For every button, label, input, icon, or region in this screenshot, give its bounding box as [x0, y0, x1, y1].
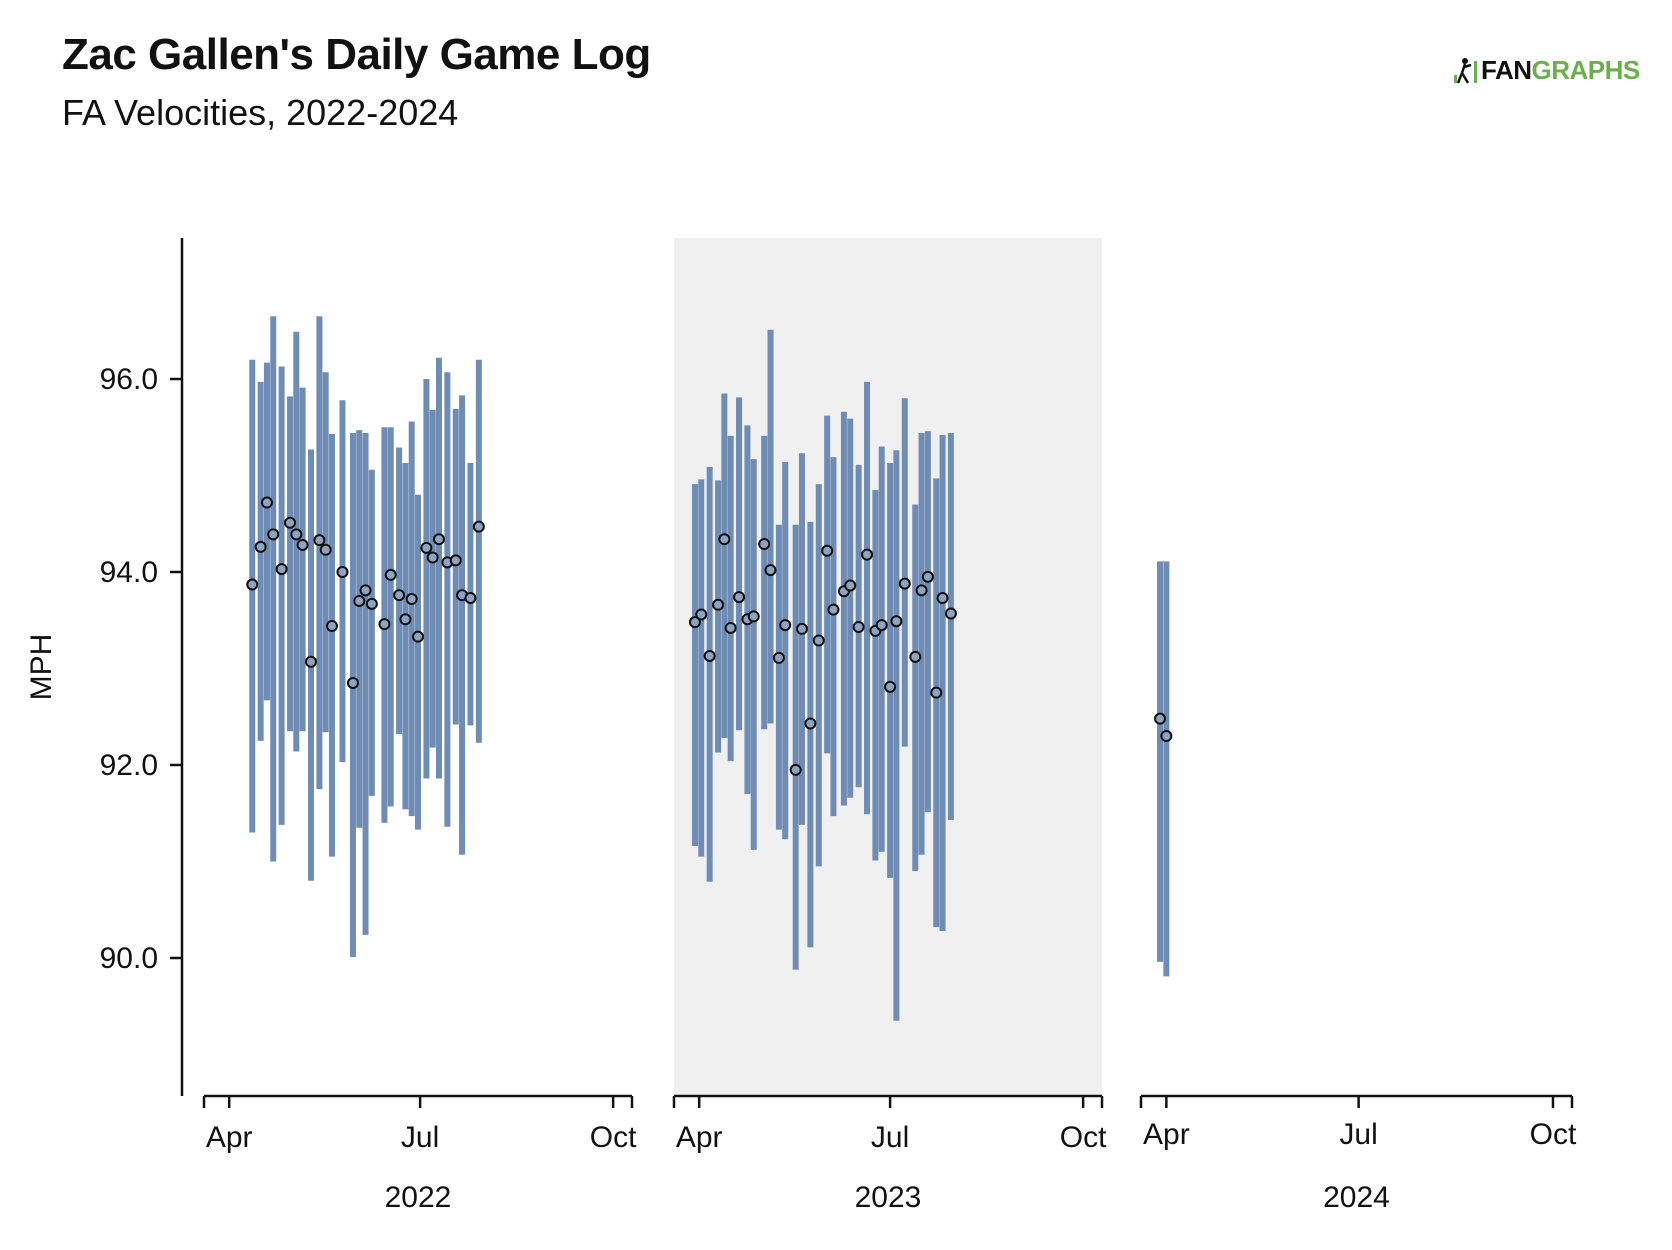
- average-velocity-point: [412, 630, 424, 643]
- average-velocity-point: [319, 543, 332, 556]
- average-velocity-point: [861, 548, 874, 561]
- x-tick-label: Jul: [1339, 1118, 1377, 1151]
- average-velocity-point: [758, 538, 771, 551]
- average-velocity-point: [399, 613, 412, 626]
- x-tick-label: Oct: [590, 1121, 637, 1154]
- year-label: 2023: [855, 1181, 922, 1214]
- average-velocity-point: [875, 619, 888, 632]
- average-velocity-point: [909, 650, 922, 663]
- average-velocity-point: [921, 570, 934, 583]
- average-velocity-point: [290, 528, 303, 541]
- average-velocity-point: [747, 610, 760, 623]
- average-velocity-point: [898, 577, 911, 590]
- average-velocity-point: [296, 538, 309, 551]
- average-velocity-point: [695, 608, 708, 621]
- average-velocity-point: [336, 566, 349, 578]
- chart-title: Zac Gallen's Daily Game Log: [62, 30, 651, 79]
- chart-subtitle: FA Velocities, 2022-2024: [62, 92, 459, 133]
- average-velocity-point: [733, 591, 746, 604]
- y-axis-title: MPH: [25, 634, 58, 701]
- fangraphs-logo-icon: [1454, 58, 1477, 84]
- logo-graphs-text: GRAPHS: [1531, 54, 1641, 85]
- average-velocity-point: [260, 496, 273, 509]
- average-velocity-point: [789, 763, 802, 776]
- average-velocity-point: [688, 616, 701, 629]
- x-tick-label: Jul: [401, 1121, 439, 1154]
- average-velocity-point: [464, 592, 477, 605]
- y-tick-label: 94.0: [100, 556, 158, 589]
- average-velocity-point: [305, 655, 317, 668]
- average-velocity-point: [772, 651, 785, 664]
- average-velocity-point: [420, 541, 433, 554]
- x-tick-label: Apr: [676, 1121, 723, 1154]
- average-velocity-point: [844, 579, 857, 592]
- average-velocity-point: [852, 621, 865, 634]
- y-tick-label: 96.0: [100, 363, 158, 396]
- average-velocity-point: [353, 594, 366, 607]
- average-velocity-point: [724, 621, 737, 634]
- year-label: 2022: [385, 1181, 452, 1214]
- x-tick-label: Oct: [1530, 1118, 1577, 1151]
- y-tick-label: 90.0: [100, 942, 158, 975]
- average-velocity-point: [325, 620, 338, 633]
- average-velocity-point: [795, 622, 808, 635]
- average-velocity-point: [313, 534, 326, 547]
- average-velocity-point: [275, 563, 288, 576]
- average-velocity-point: [812, 634, 825, 647]
- x-tick-label: Apr: [1143, 1118, 1190, 1151]
- average-velocity-point: [915, 584, 928, 597]
- logo-fan-text: FAN: [1481, 54, 1532, 85]
- average-velocity-point: [827, 603, 840, 616]
- average-velocity-point: [1160, 730, 1173, 743]
- average-velocity-point: [346, 676, 359, 689]
- average-velocity-point: [703, 649, 716, 662]
- average-velocity-point: [718, 533, 731, 546]
- average-velocity-point: [393, 589, 406, 602]
- average-velocity-point: [378, 618, 391, 631]
- average-velocity-point: [779, 619, 792, 632]
- average-velocity-point: [764, 564, 777, 577]
- average-velocity-point: [804, 717, 817, 730]
- average-velocity-point: [449, 554, 462, 567]
- average-velocity-point: [1154, 712, 1167, 725]
- average-velocity-point: [365, 597, 378, 610]
- year-label: 2024: [1323, 1181, 1390, 1214]
- average-velocity-point: [246, 578, 259, 591]
- average-velocity-point: [472, 520, 485, 533]
- average-velocity-point: [821, 544, 834, 557]
- y-tick-label: 92.0: [100, 749, 158, 782]
- average-velocity-point: [405, 593, 418, 606]
- average-velocity-point: [432, 533, 445, 546]
- average-velocity-point: [284, 516, 297, 529]
- average-velocity-point: [359, 584, 372, 597]
- average-velocity-point: [254, 540, 267, 553]
- average-velocity-point: [426, 551, 439, 564]
- average-velocity-point: [884, 680, 897, 693]
- x-tick-label: Oct: [1060, 1121, 1107, 1154]
- x-tick-label: Apr: [206, 1121, 253, 1154]
- x-tick-label: Jul: [871, 1121, 909, 1154]
- average-velocity-point: [384, 568, 397, 581]
- average-velocity-point: [267, 528, 280, 541]
- average-velocity-point: [712, 598, 725, 611]
- average-velocity-point: [944, 607, 957, 620]
- average-velocity-point: [930, 686, 943, 699]
- average-velocity-point: [936, 592, 949, 605]
- average-velocity-point: [890, 615, 903, 628]
- fangraphs-logo: FAN GRAPHS: [1452, 52, 1640, 88]
